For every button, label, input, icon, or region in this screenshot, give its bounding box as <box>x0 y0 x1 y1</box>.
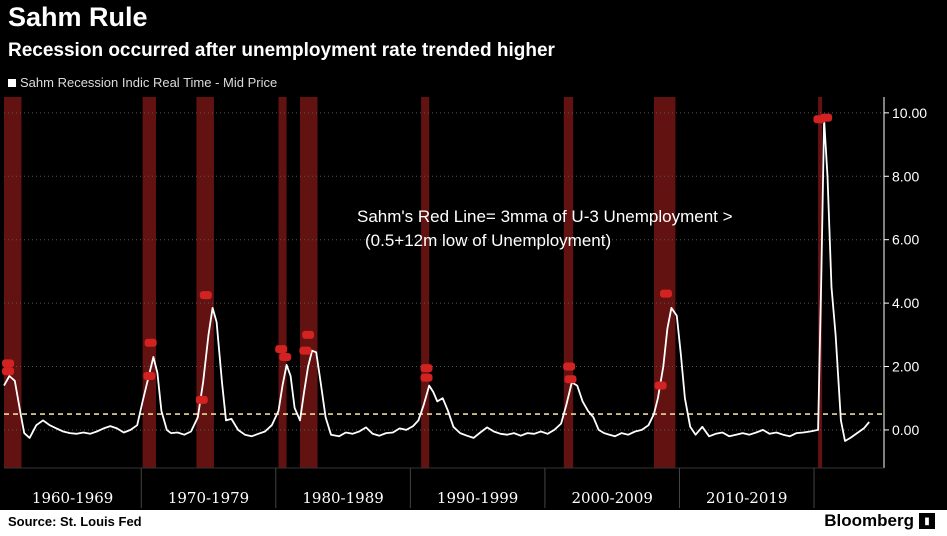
period-label-0: 1960-1969 <box>32 489 113 507</box>
chart-title: Sahm Rule <box>8 2 148 32</box>
recession-badge-3 <box>143 372 156 381</box>
footer: Source: St. Louis Fed Bloomberg ▮ <box>0 510 947 536</box>
recession-badge-12 <box>563 362 576 371</box>
y-tick-label-5: 10.00 <box>892 105 927 121</box>
period-label-5: 2010-2019 <box>706 489 787 507</box>
recession-badge-1 <box>2 367 15 376</box>
recession-band-6 <box>563 97 574 468</box>
legend-swatch <box>8 78 16 87</box>
y-tick-label-1: 2.00 <box>892 359 919 375</box>
brand-name: Bloomberg <box>824 511 914 530</box>
recession-band-1 <box>142 97 157 468</box>
recession-badge-17 <box>820 113 833 122</box>
recession-band-4 <box>300 97 318 468</box>
annotation-line-2: (0.5+12m low of Unemployment) <box>365 231 611 250</box>
recession-badge-9 <box>299 346 312 355</box>
period-label-4: 2000-2009 <box>571 489 652 507</box>
y-tick-label-2: 4.00 <box>892 295 919 311</box>
annotation-line-1: Sahm's Red Line= 3mma of U-3 Unemploymen… <box>357 207 733 226</box>
recession-badge-2 <box>144 338 157 347</box>
recession-band-8 <box>818 97 823 468</box>
recession-band-3 <box>278 97 287 468</box>
series-line-0 <box>3 118 870 442</box>
recession-badge-13 <box>564 375 577 384</box>
recession-badge-8 <box>302 330 315 339</box>
bloomberg-logo-icon: ▮ <box>919 513 935 529</box>
recession-badge-11 <box>420 373 433 382</box>
recession-band-7 <box>653 97 676 468</box>
recession-badge-4 <box>199 291 212 300</box>
period-label-1: 1970-1979 <box>168 489 249 507</box>
source-note: Source: St. Louis Fed <box>8 514 142 529</box>
legend-label: Sahm Recession Indic Real Time - Mid Pri… <box>20 75 278 90</box>
recession-badge-10 <box>420 364 433 373</box>
recession-badge-5 <box>195 395 208 404</box>
period-label-3: 1990-1999 <box>437 489 518 507</box>
recession-badge-0 <box>2 359 15 368</box>
recession-band-0 <box>4 97 22 468</box>
recession-band-2 <box>196 97 214 468</box>
recession-badge-6 <box>275 345 288 354</box>
recession-badge-7 <box>279 353 292 362</box>
y-tick-label-3: 6.00 <box>892 232 919 248</box>
recession-band-5 <box>421 97 430 468</box>
chart-subtitle: Recession occurred after unemployment ra… <box>8 40 555 61</box>
y-tick-label-0: 0.00 <box>892 422 919 438</box>
brand: Bloomberg ▮ <box>824 511 935 531</box>
chart-svg: 0.00 2.00 4.00 6.00 8.00 10.00 1960-1969 1970-… <box>2 97 927 508</box>
period-label-2: 1980-1989 <box>302 489 383 507</box>
recession-badge-14 <box>660 289 673 298</box>
y-tick-label-4: 8.00 <box>892 168 919 184</box>
legend: Sahm Recession Indic Real Time - Mid Pri… <box>8 75 277 90</box>
recession-badge-15 <box>654 381 667 390</box>
